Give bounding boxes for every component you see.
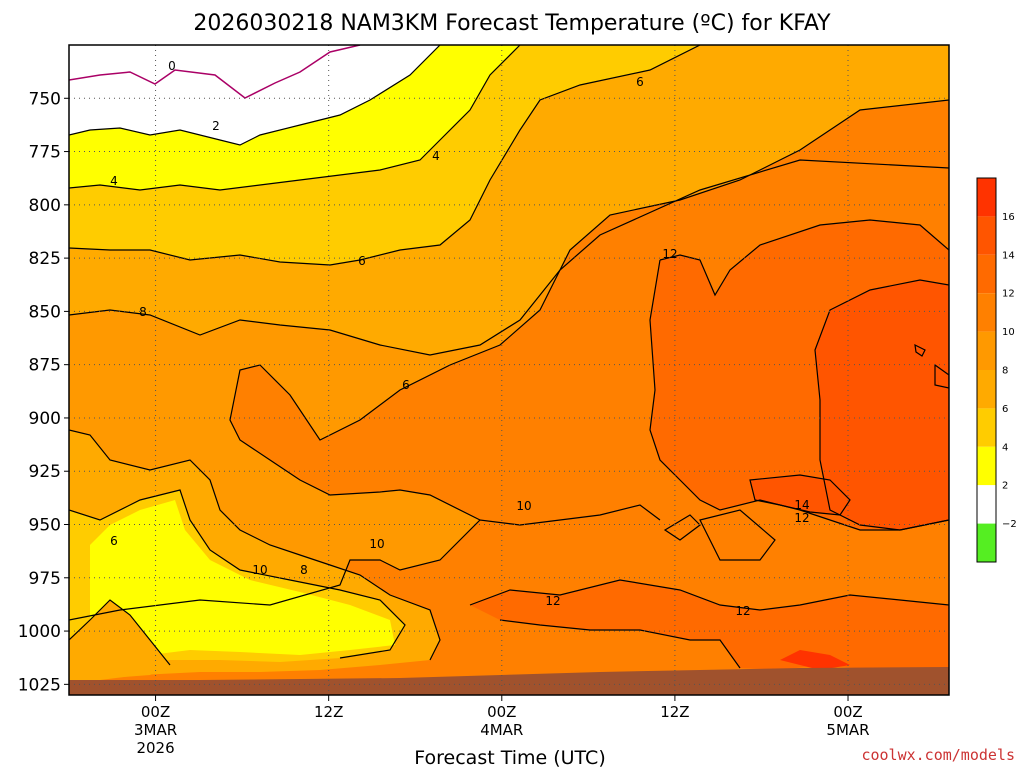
x-tick-label: 00Z: [141, 703, 170, 721]
contour-small-2: [663, 514, 701, 541]
band-2-4-lower: [90, 500, 395, 665]
contour-label: 14: [794, 498, 809, 512]
y-tick-label: 875: [29, 356, 61, 376]
colorbar-swatch: [977, 408, 996, 447]
contour-label: 6: [358, 254, 366, 268]
y-axis: 750 775 800 825 850 875 900 925 950 975 1000 1025: [18, 89, 69, 695]
contour-12: [649, 259, 949, 531]
colorbar-tick-label: 16: [1002, 212, 1015, 223]
contour-small-4: [934, 363, 949, 389]
band-10-12: [69, 90, 949, 695]
y-tick-label: 975: [29, 569, 61, 589]
contour-12d: [499, 619, 741, 669]
x-tick-label: 4MAR: [480, 721, 523, 739]
colorbar-swatch: [977, 254, 996, 294]
contour-label: 6: [110, 534, 118, 548]
contour-0: [69, 45, 361, 99]
contour-6b: [229, 99, 949, 521]
contour-label: 12: [794, 511, 809, 525]
colorbar-tick-label: 12: [1002, 289, 1015, 300]
colorbar-swatch: [977, 446, 996, 486]
colorbar-swatch: [977, 178, 996, 217]
contour-12b: [659, 219, 949, 297]
contour-lines: [69, 45, 949, 669]
y-tick-label: 1000: [18, 622, 61, 642]
contour-small-1: [699, 509, 776, 561]
contour-2: [69, 45, 441, 146]
contour-12c: [469, 579, 949, 611]
y-tick-label: 825: [29, 249, 61, 269]
y-tick-label: 850: [29, 302, 61, 322]
colorbar-swatch: [977, 293, 996, 332]
contour-label: 10: [369, 537, 384, 551]
contour-small-3: [914, 343, 926, 357]
y-tick-label: 925: [29, 462, 61, 482]
colorbar-tick-label: 14: [1002, 250, 1015, 261]
band-12-14-lower: [470, 580, 949, 670]
chart-title: 2026030218 NAM3KM Forecast Temperature (…: [193, 11, 831, 36]
credit-text: coolwx.com/models: [861, 746, 1015, 764]
colorbar: 16 14 12 10 8 6 4 2 −2: [976, 177, 1017, 563]
colorbar-tick-label: 4: [1002, 442, 1008, 453]
plot-area: [69, 45, 949, 695]
ground-surface: [69, 667, 949, 695]
colorbar-tick-label: 10: [1002, 327, 1015, 338]
colorbar-swatch: [977, 485, 996, 524]
contour-label: 6: [402, 378, 410, 392]
contour-14b: [749, 474, 851, 516]
y-tick-label: 950: [29, 516, 61, 536]
x-tick-label: 3MAR: [134, 721, 177, 739]
colorbar-tick-label: 8: [1002, 366, 1008, 377]
contour-8: [69, 159, 949, 356]
x-axis-label: Forecast Time (UTC): [414, 747, 605, 768]
band-0-2-upper: [69, 45, 440, 145]
contour-10: [69, 429, 441, 661]
gridlines: [69, 45, 949, 695]
x-tick-label: 00Z: [487, 703, 516, 721]
colorbar-frame: [976, 177, 997, 563]
colorbar-swatch: [977, 331, 996, 370]
contour-label: 12: [545, 594, 560, 608]
y-tick-label: 750: [29, 89, 61, 109]
contour-label: 4: [432, 149, 440, 163]
x-tick-label: 00Z: [833, 703, 862, 721]
contour-6: [69, 45, 701, 266]
contour-label: 8: [300, 563, 308, 577]
contour-label: 0: [168, 59, 176, 73]
contour-10b: [69, 504, 661, 621]
colorbar-tick-label: 2: [1002, 481, 1008, 492]
y-tick-label: 900: [29, 409, 61, 429]
x-tick-label: 2026: [136, 739, 174, 757]
x-tick-label: 5MAR: [826, 721, 869, 739]
y-tick-label: 800: [29, 196, 61, 216]
band-14-16: [815, 280, 949, 530]
colorbar-swatch: [977, 523, 996, 562]
contour-label: 4: [110, 174, 118, 188]
contour-label: 12: [662, 247, 677, 261]
y-tick-label: 775: [29, 143, 61, 163]
contour-label: 10: [252, 563, 267, 577]
contour-label: 12: [735, 604, 750, 618]
contour-6-lower: [69, 599, 171, 666]
contour-label: 10: [516, 499, 531, 513]
band-16-18: [780, 650, 850, 670]
colorbar-tick-label: −2: [1002, 519, 1017, 530]
band-6-8-lower-2: [69, 600, 170, 680]
contour-label: 2: [212, 119, 220, 133]
x-tick-label: 12Z: [660, 703, 689, 721]
contour-14: [814, 279, 949, 531]
x-tick-label: 12Z: [314, 703, 343, 721]
contour-label: 8: [139, 305, 147, 319]
contour-4: [69, 45, 521, 191]
plot-frame: [68, 44, 950, 696]
y-tick-label: 1025: [18, 675, 61, 695]
colorbar-tick-label: 6: [1002, 404, 1008, 415]
contour-4-lower: [69, 489, 406, 659]
colorbar-swatch: [977, 370, 996, 409]
colorbar-swatch: [977, 216, 996, 255]
contour-label: 6: [636, 75, 644, 89]
